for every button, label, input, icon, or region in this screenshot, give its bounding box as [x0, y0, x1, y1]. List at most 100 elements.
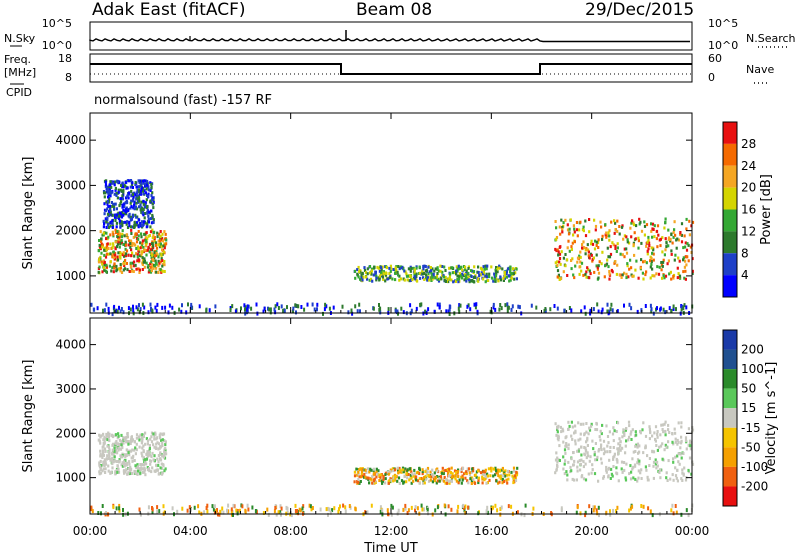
- data-cell: [111, 222, 114, 225]
- power-colorbar-tick: 28: [741, 137, 756, 151]
- data-cell: [509, 268, 512, 272]
- data-cell: [153, 459, 156, 462]
- data-cell: [232, 513, 234, 517]
- data-cell: [391, 467, 394, 471]
- data-cell: [589, 308, 592, 313]
- data-cell: [108, 434, 111, 437]
- data-cell: [386, 470, 389, 474]
- data-cell: [664, 310, 667, 315]
- data-cell: [429, 478, 432, 482]
- data-cell: [382, 478, 385, 481]
- data-cell: [328, 507, 331, 512]
- data-cell: [112, 505, 115, 510]
- data-cell: [597, 246, 600, 249]
- data-cell: [381, 481, 384, 485]
- data-cell: [448, 469, 451, 473]
- data-cell: [109, 458, 112, 462]
- data-cell: [396, 466, 399, 470]
- data-cell: [585, 430, 588, 434]
- data-cell: [139, 203, 142, 207]
- power-colorbar-swatch: [723, 231, 737, 254]
- data-cell: [106, 218, 109, 222]
- data-cell: [147, 214, 150, 218]
- data-cell: [374, 270, 377, 274]
- data-cell: [638, 459, 641, 463]
- data-cell: [688, 233, 691, 237]
- data-cell: [380, 270, 383, 274]
- data-cell: [638, 462, 641, 466]
- data-cell: [366, 476, 369, 480]
- data-cell: [409, 279, 412, 282]
- data-cell: [123, 469, 126, 473]
- data-cell: [646, 249, 649, 253]
- data-cell: [415, 272, 418, 276]
- data-cell: [153, 264, 157, 268]
- data-cell: [148, 450, 151, 454]
- data-cell: [121, 455, 124, 459]
- x-tick-label: 20:00: [574, 524, 609, 538]
- data-cell: [560, 250, 563, 254]
- data-cell: [366, 277, 369, 281]
- data-cell: [103, 268, 106, 272]
- data-cell: [333, 506, 336, 511]
- data-cell: [106, 434, 109, 438]
- data-cell: [115, 460, 118, 463]
- data-cell: [691, 269, 694, 273]
- data-cell: [150, 209, 153, 213]
- data-cell: [655, 237, 658, 241]
- data-cell: [672, 442, 675, 446]
- data-cell: [582, 477, 586, 481]
- data-cell: [682, 270, 685, 274]
- data-cell: [509, 278, 512, 282]
- data-cell: [557, 458, 560, 462]
- data-cell: [436, 272, 439, 275]
- data-cell: [128, 449, 131, 453]
- data-cell: [109, 260, 112, 264]
- data-cell: [409, 274, 412, 278]
- y-tick-label: 2000: [55, 224, 86, 238]
- data-cell: [149, 248, 152, 252]
- data-cell: [620, 460, 624, 464]
- data-cell: [615, 272, 618, 276]
- data-cell: [380, 266, 383, 270]
- data-cell: [150, 221, 153, 225]
- data-cell: [447, 474, 451, 478]
- data-cell: [618, 232, 621, 236]
- data-cell: [125, 186, 128, 190]
- data-cell: [555, 467, 558, 471]
- data-cell: [388, 479, 391, 483]
- data-cell: [109, 204, 112, 208]
- data-cell: [137, 185, 140, 189]
- data-cell: [598, 435, 601, 439]
- data-cell: [405, 471, 408, 475]
- data-cell: [133, 448, 136, 452]
- data-cell: [134, 232, 138, 236]
- data-cell: [608, 277, 611, 281]
- data-cell: [123, 202, 126, 206]
- data-cell: [648, 427, 651, 431]
- data-cell: [515, 277, 518, 281]
- velocity-colorbar-frame: [722, 329, 738, 507]
- y-axis-label: Slant Range [km]: [21, 360, 36, 473]
- data-cell: [159, 436, 162, 440]
- data-cell: [499, 507, 502, 511]
- data-cell: [601, 423, 604, 427]
- station-title: Adak East (fitACF): [92, 0, 246, 20]
- data-cell: [126, 435, 130, 439]
- data-cell: [136, 195, 139, 199]
- data-cell: [157, 447, 160, 451]
- data-cell: [112, 270, 115, 274]
- data-cell: [416, 506, 419, 511]
- data-cell: [642, 504, 645, 509]
- data-cell: [158, 243, 161, 247]
- data-cell: [387, 481, 390, 485]
- data-cell: [659, 476, 662, 480]
- data-cell: [114, 448, 118, 452]
- data-cell: [144, 212, 147, 215]
- data-cell: [603, 450, 607, 454]
- data-cell: [275, 512, 278, 517]
- data-cell: [112, 234, 115, 238]
- data-cell: [609, 245, 612, 249]
- data-cell: [129, 307, 132, 312]
- data-cell: [186, 508, 189, 513]
